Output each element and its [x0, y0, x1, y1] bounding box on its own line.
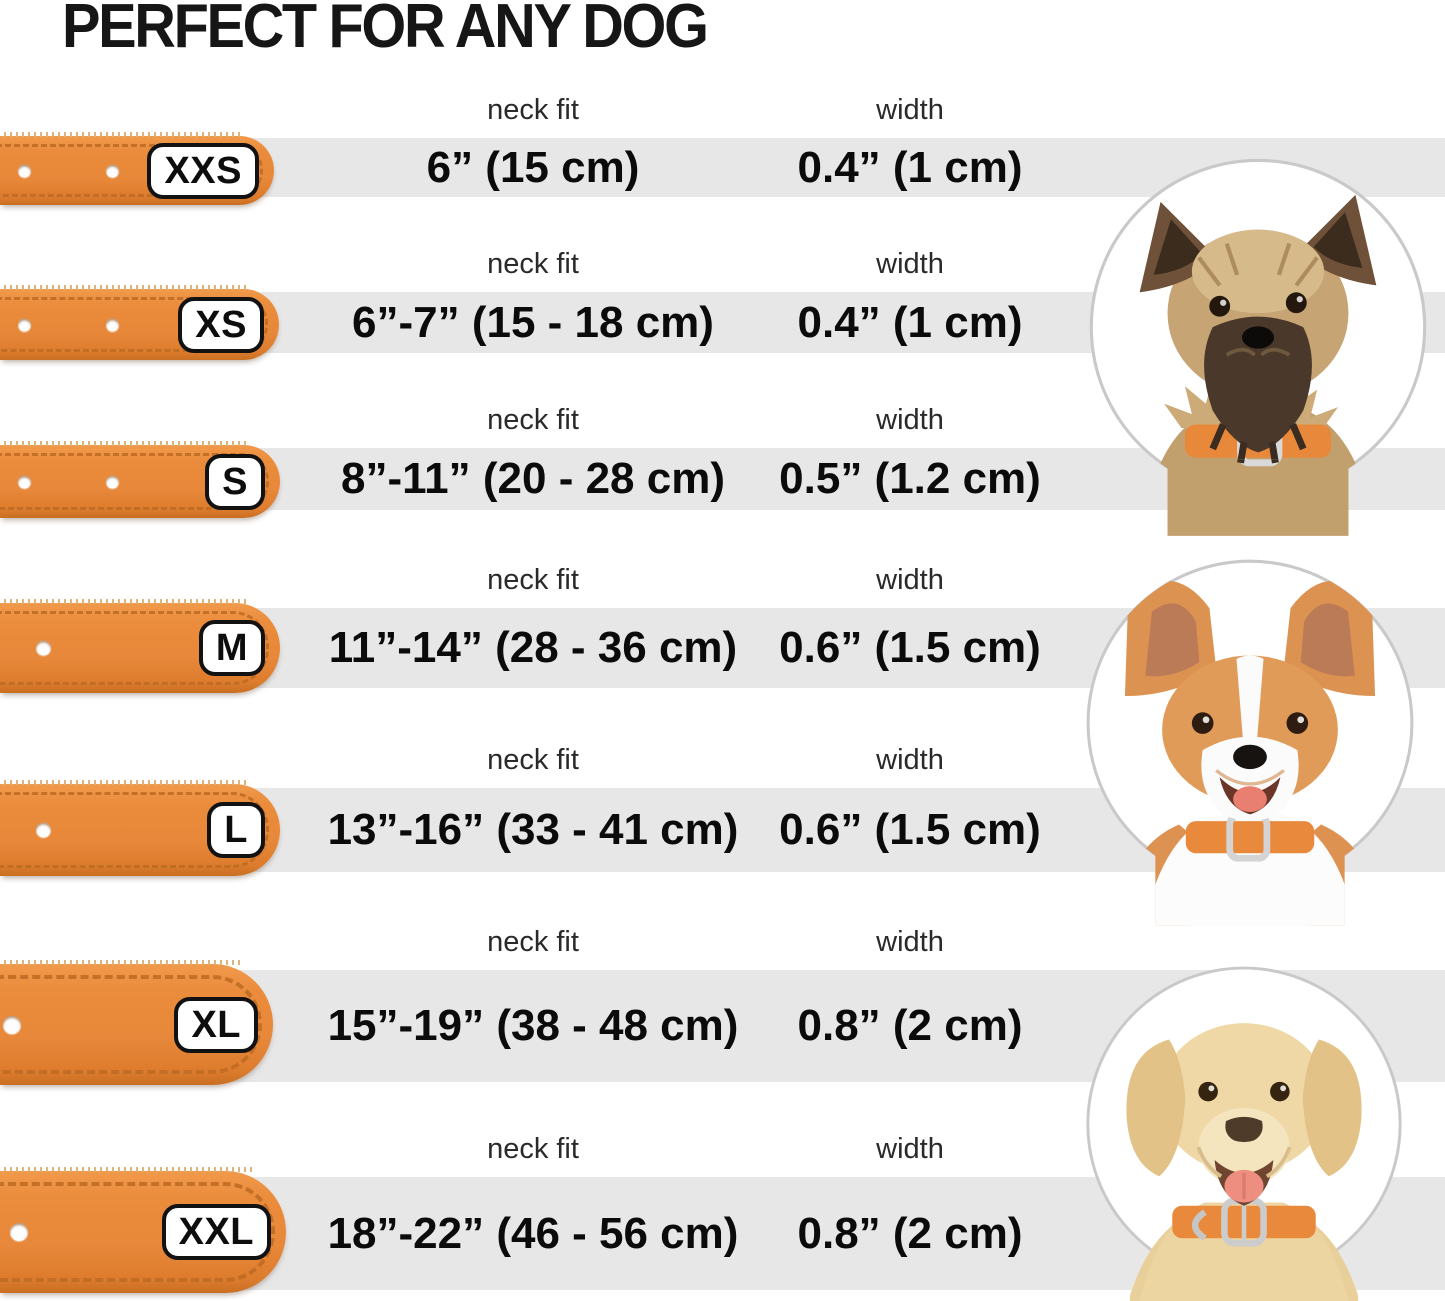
neck-fit-value: 6”-7” (15 - 18 cm) [352, 297, 714, 347]
collar-hole [106, 164, 119, 177]
corgi-illustration [1086, 559, 1414, 926]
collar-graphic-l: L [0, 780, 280, 876]
neck-fit-value: 13”-16” (33 - 41 cm) [327, 805, 739, 854]
dog-photo-circle-corgi [1081, 554, 1419, 926]
collar-stitching [0, 453, 269, 510]
width-value: 0.4” (1 cm) [797, 297, 1023, 347]
collar-stitching [0, 611, 269, 685]
neck-fit-header: neck fit [487, 404, 579, 436]
collar-stitching [0, 297, 268, 352]
width-value: 0.8” (2 cm) [797, 1208, 1023, 1258]
size-badge-xs: XS [178, 296, 264, 353]
collar-hole [36, 822, 51, 838]
neck-fit-header: neck fit [487, 248, 579, 280]
collar-hole [36, 640, 51, 656]
page-title: PERFECT FOR ANY DOG [62, 0, 709, 61]
size-badge-xl: XL [174, 996, 258, 1053]
neck-fit-value: 18”-22” (46 - 56 cm) [327, 1208, 739, 1258]
collar-stitching [0, 792, 269, 868]
neck-fit-value: 11”-14” (28 - 36 cm) [328, 623, 738, 672]
collar-graphic-xs: XS [0, 285, 279, 360]
collar-graphic-xl: XL [0, 960, 273, 1085]
size-badge-xxs: XXS [147, 142, 259, 199]
width-header: width [876, 1133, 944, 1165]
neck-fit-value: 8”-11” (20 - 28 cm) [341, 454, 725, 503]
width-header: width [876, 404, 944, 436]
collar-hole [10, 1223, 28, 1241]
neck-fit-header: neck fit [487, 744, 579, 776]
dog-photo-circle-labrador [1081, 961, 1407, 1301]
collar-stitching [0, 975, 262, 1074]
collar-hole [18, 164, 31, 177]
width-header: width [876, 564, 944, 596]
collar-graphic-m: M [0, 599, 280, 693]
collar-hole [106, 318, 119, 331]
terrier-illustration [1089, 158, 1427, 536]
collar-graphic-s: S [0, 441, 280, 518]
neck-fit-header: neck fit [487, 94, 579, 126]
size-badge-l: L [207, 802, 265, 858]
width-value: 0.4” (1 cm) [797, 142, 1023, 192]
width-value: 0.6” (1.5 cm) [779, 623, 1041, 672]
collar-hole [18, 475, 31, 488]
width-header: width [876, 248, 944, 280]
width-header: width [876, 926, 944, 958]
collar-hole [18, 318, 31, 331]
neck-fit-header: neck fit [487, 564, 579, 596]
neck-fit-value: 6” (15 cm) [426, 142, 640, 192]
size-badge-xxl: XXL [161, 1204, 271, 1260]
labrador-illustration [1086, 966, 1402, 1301]
width-header: width [876, 744, 944, 776]
size-badge-s: S [205, 453, 265, 510]
dog-photo-circle-small-terrier [1084, 153, 1432, 536]
collar-stitching [0, 1182, 275, 1282]
width-header: width [876, 94, 944, 126]
width-value: 0.6” (1.5 cm) [779, 805, 1041, 854]
collar-hole [106, 475, 119, 488]
collar-graphic-xxs: XXS [0, 132, 274, 205]
collar-graphic-xxl: XXL [0, 1167, 286, 1293]
width-value: 0.5” (1.2 cm) [779, 454, 1041, 503]
collar-hole [3, 1015, 21, 1034]
neck-fit-header: neck fit [487, 1133, 579, 1165]
size-badge-m: M [198, 620, 265, 676]
neck-fit-header: neck fit [487, 926, 579, 958]
width-value: 0.8” (2 cm) [797, 1001, 1023, 1050]
neck-fit-value: 15”-19” (38 - 48 cm) [327, 1001, 739, 1050]
collar-stitching [0, 144, 263, 197]
